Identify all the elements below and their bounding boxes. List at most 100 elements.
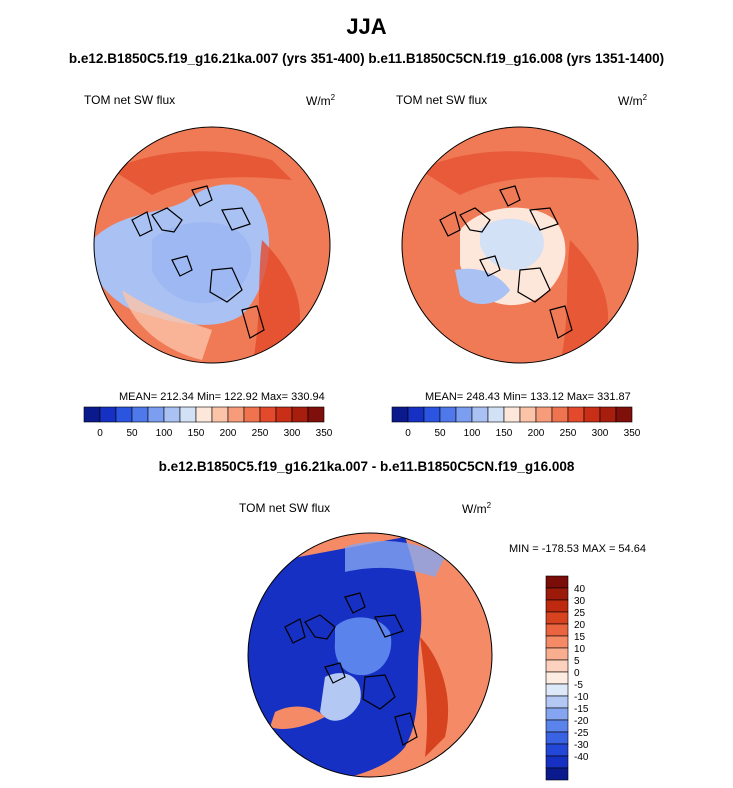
panel2-polar-map xyxy=(401,126,639,364)
panel1-colorbar-swatch xyxy=(291,406,309,423)
panel2-colorbar-tick-label: 0 xyxy=(405,428,411,439)
diff-colorbar-tick-label: 10 xyxy=(574,644,586,655)
diff-colorbar-swatch xyxy=(545,683,569,697)
figure-title: JJA xyxy=(346,14,387,39)
figure-subtitle: b.e12.B1850C5.f19_g16.21ka.007 (yrs 351-… xyxy=(68,51,665,66)
diff-colorbar-tick-label: -40 xyxy=(574,752,589,763)
panel2-colorbar-swatch xyxy=(391,406,409,423)
diff-norway-band xyxy=(270,706,325,729)
panel1-colorbar-swatch xyxy=(243,406,261,423)
panel1-atlantic-band xyxy=(252,240,300,363)
panel1-variable-label: TOM net SW flux xyxy=(84,93,176,107)
panel2-pacific-band xyxy=(420,151,600,195)
diff-colorbar-swatch xyxy=(545,647,569,661)
diff-colorbar-tick-label: 20 xyxy=(574,620,586,631)
diff-colorbar-tick-label: 30 xyxy=(574,596,586,607)
panel1-pacific-band xyxy=(112,151,292,195)
diff-greenland-anomaly xyxy=(320,673,361,721)
panel1-colorbar-swatch xyxy=(163,406,181,423)
panel1-colorbar-tick-label: 250 xyxy=(252,428,269,439)
panel1-colorbar: 0 50 100 150 200 250 300 350 xyxy=(83,406,333,439)
diff-colorbar-tick-label: -25 xyxy=(574,728,589,739)
diff-central-anomaly xyxy=(334,617,392,676)
panel2-colorbar-swatch xyxy=(487,406,505,423)
panel2-colorbar-swatch xyxy=(567,406,585,423)
panel2-colorbar-swatch xyxy=(535,406,553,423)
panel1-europe-band xyxy=(122,290,212,360)
diff-colorbar-swatch xyxy=(545,755,569,769)
diff-colorbar-swatch xyxy=(545,599,569,613)
diff-colorbar-swatch xyxy=(545,743,569,757)
diff-atlantic-band xyxy=(420,637,449,757)
panel1-coastlines xyxy=(131,185,265,339)
panel2-colorbar-tick-label: 200 xyxy=(528,428,545,439)
panel2-colorbar-swatch xyxy=(615,406,633,423)
diff-colorbar-tick-label: 0 xyxy=(574,668,580,679)
panel2-colorbar-swatch xyxy=(503,406,521,423)
panel2-colorbar-swatch xyxy=(455,406,473,423)
diff-colorbar-swatch xyxy=(545,611,569,625)
panel2-colorbar-swatch xyxy=(583,406,601,423)
panel2-colorbar-swatch xyxy=(407,406,425,423)
diff-colorbar-swatch xyxy=(545,707,569,721)
panel1-colorbar-tick-label: 100 xyxy=(156,428,173,439)
panel2-atlantic-band xyxy=(560,240,608,363)
diff-colorbar-swatch xyxy=(545,635,569,649)
diff-colorbar-swatch xyxy=(545,767,569,781)
panel1-stats: MEAN= 212.34 Min= 122.92 Max= 330.94 xyxy=(119,391,325,403)
panel1-colorbar-swatch xyxy=(179,406,197,423)
panel1-units-label: W/m2 xyxy=(306,93,336,108)
diff-colorbar-swatch xyxy=(545,587,569,601)
diff-colorbar-tick-label: -5 xyxy=(574,680,583,691)
panel1-colorbar-swatch xyxy=(211,406,229,423)
panel2-colorbar-tick-label: 300 xyxy=(592,428,609,439)
diff-colorbar-swatch xyxy=(545,623,569,637)
diff-cold-region xyxy=(248,537,422,777)
panel1-colorbar-tick-label: 200 xyxy=(220,428,237,439)
panel1-colorbar-swatch xyxy=(83,406,101,423)
diff-colorbar-tick-label: 15 xyxy=(574,632,586,643)
panel2-colorbar-tick-label: 50 xyxy=(434,428,446,439)
diff-colorbar-swatch xyxy=(545,659,569,673)
panel2-units-label: W/m2 xyxy=(618,93,648,108)
panel1-colorbar-tick-label: 300 xyxy=(284,428,301,439)
panel2-greenland-region xyxy=(455,268,510,305)
panel2-stats: MEAN= 248.43 Min= 133.12 Max= 331.87 xyxy=(425,391,631,403)
panel2-colorbar-tick-label: 150 xyxy=(496,428,513,439)
diff-colorbar-swatch xyxy=(545,671,569,685)
panel1-arctic-core-region xyxy=(152,222,252,304)
panel1-colorbar-swatch xyxy=(99,406,117,423)
panel2-variable-label: TOM net SW flux xyxy=(396,93,488,107)
difference-title: b.e12.B1850C5.f19_g16.21ka.007 - b.e11.B… xyxy=(158,459,575,474)
panel2-colorbar-swatch xyxy=(471,406,489,423)
diff-coastlines xyxy=(284,592,418,746)
diff-map-border xyxy=(247,532,493,778)
diff-colorbar-tick-label: -30 xyxy=(574,740,589,751)
panel2-colorbar-swatch xyxy=(439,406,457,423)
panel2-colorbar-tick-label: 350 xyxy=(624,428,641,439)
panel2-coastlines xyxy=(439,185,573,339)
diff-stats: MIN = -178.53 MAX = 54.64 xyxy=(509,543,646,555)
diff-colorbar-tick-label: -20 xyxy=(574,716,589,727)
diff-polar-map xyxy=(247,532,493,778)
diff-colorbar-swatch xyxy=(545,695,569,709)
panel1-colorbar-tick-label: 0 xyxy=(97,428,103,439)
diff-colorbar-tick-label: 5 xyxy=(574,656,580,667)
panel1-colorbar-swatch xyxy=(195,406,213,423)
diff-colorbar-tick-label: -15 xyxy=(574,704,589,715)
panel2-map-border xyxy=(401,126,639,364)
panel1-colorbar-swatch xyxy=(115,406,133,423)
diff-colorbar-swatch xyxy=(545,719,569,733)
diff-variable-label: TOM net SW flux xyxy=(239,501,331,515)
diff-colorbar-swatch xyxy=(545,731,569,745)
panel2-colorbar-swatch xyxy=(519,406,537,423)
panel2-colorbar: 0 50 100 150 200 250 300 350 xyxy=(391,406,641,439)
panel1-map-border xyxy=(93,126,331,364)
panel1-colorbar-swatch xyxy=(131,406,149,423)
diff-colorbar-swatch xyxy=(545,575,569,589)
panel2-colorbar-swatch xyxy=(551,406,569,423)
panel1-colorbar-swatch xyxy=(259,406,277,423)
panel2-colorbar-swatch xyxy=(599,406,617,423)
diff-units-label: W/m2 xyxy=(462,501,492,516)
